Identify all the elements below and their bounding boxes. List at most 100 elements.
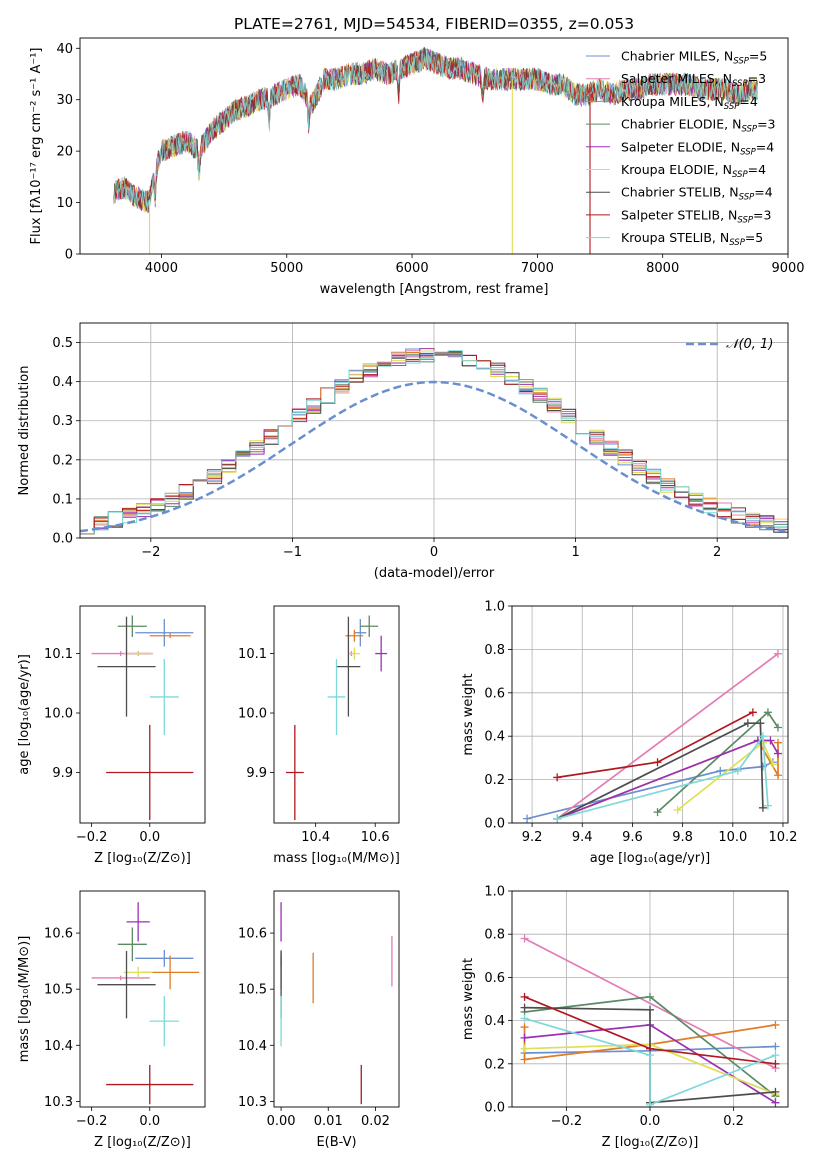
- weight-marker: [733, 766, 742, 775]
- y-tick-label: 10.6: [238, 927, 267, 942]
- histogram-kroupa-stelib: [80, 350, 788, 538]
- axes-7: 0.00 0.01 0.02 10.3 10.4 10.5 10.6 E(B-V): [238, 890, 400, 1150]
- weight-marker: [716, 766, 725, 775]
- weight-series-chabrier-stelib: [553, 719, 767, 823]
- weight-series-salpeter-stelib: [520, 992, 780, 1068]
- y-tick-label: 0.2: [52, 453, 73, 468]
- weight-marker: [771, 1042, 780, 1051]
- errorbar-chabrier-stelib: [336, 616, 361, 717]
- weight-marker: [758, 803, 767, 812]
- y-tick-label: 0.8: [484, 643, 505, 658]
- errorbar-chabrier-elodie: [117, 615, 147, 637]
- weight-line: [524, 937, 776, 1069]
- spectrum-kroupa-stelib: [113, 48, 758, 212]
- ticks: −2 −1 0 1 2 0.0 0.1 0.2 0.3 0.4 0.5: [52, 336, 721, 560]
- y-tick-label: 10.3: [44, 1095, 73, 1110]
- y-tick-label: 0.4: [52, 375, 73, 390]
- y-tick-label: 30: [56, 93, 73, 108]
- x-tick-label: 0.0: [139, 830, 160, 845]
- x-tick-label: 10.0: [718, 830, 747, 845]
- axes-1: 4000 5000 6000 7000 8000 9000 0 10 20 30 40 wavelen…: [29, 37, 805, 297]
- spectrum-title: PLATE=2761, MJD=54534, FIBERID=0355, z=0…: [234, 15, 634, 33]
- axes-frame: [511, 890, 789, 1108]
- x-tick-label: −0.2: [551, 1114, 583, 1129]
- ticks: −0.2 0.0 10.3 10.4 10.5 10.6: [44, 927, 160, 1129]
- x-tick-label: 9000: [771, 261, 804, 276]
- weight-marker: [553, 773, 562, 782]
- axes-2: −2 −1 0 1 2 0.0 0.1 0.2 0.3 0.4 0.5 (data-model)/er…: [17, 322, 789, 581]
- axes-3: −0.2 0.0 9.9 10.0 10.1 Z [log₁₀(Z/Z⊙)] age [lo…: [17, 605, 206, 866]
- y-tick-label: 10.6: [44, 927, 73, 942]
- x-tick-label: 6000: [396, 261, 429, 276]
- weight-line: [526, 761, 774, 820]
- y-tick-label: 10.5: [44, 983, 73, 998]
- weight-marker: [520, 1003, 529, 1012]
- weight-marker: [646, 1051, 654, 1060]
- y-tick-label: 10.4: [238, 1039, 267, 1054]
- weight-marker: [773, 723, 782, 732]
- x-tick-label: 10.4: [301, 830, 330, 845]
- y-tick-label: 10.1: [238, 647, 267, 662]
- y-tick-label: 0.6: [484, 971, 505, 986]
- errorbar-kroupa-stelib: [149, 658, 179, 736]
- weight-marker: [771, 1020, 780, 1029]
- y-tick-label: 0.5: [52, 336, 73, 351]
- x-tick-label: −0.2: [76, 830, 108, 845]
- x-axis-label: E(B-V): [316, 1135, 356, 1150]
- x-axis-label: mass [log₁₀(M/M⊙)]: [273, 851, 400, 866]
- x-tick-label: 0: [430, 545, 438, 560]
- y-tick-label: 10.4: [44, 1039, 73, 1054]
- x-tick-label: 0.01: [314, 1114, 343, 1129]
- y-axis-label: mass weight: [461, 958, 476, 1040]
- y-tick-label: 9.9: [246, 766, 267, 781]
- legend-label-kroupa-elodie: Kroupa ELODIE, NSSP=4: [621, 162, 766, 180]
- weight-line: [556, 722, 764, 820]
- weight-marker: [773, 771, 782, 780]
- x-axis-label: Z [log₁₀(Z/Z⊙)]: [602, 1135, 699, 1150]
- weight-marker: [523, 814, 532, 823]
- y-tick-label: 0.2: [484, 1057, 505, 1072]
- weight-marker: [646, 1005, 654, 1014]
- legend-label-salpeter-elodie: Salpeter ELODIE, NSSP=4: [621, 139, 774, 157]
- x-tick-label: −0.2: [76, 1114, 108, 1129]
- x-axis-label: (data-model)/error: [374, 566, 495, 581]
- x-axis-label: age [log₁₀(age/yr)]: [590, 851, 711, 866]
- weight-series-kroupa-stelib: [520, 1014, 780, 1107]
- weight-marker: [653, 758, 662, 767]
- legend-label-salpeter-miles: Salpeter MILES, NSSP=3: [621, 71, 766, 89]
- axes-frame: [79, 890, 206, 1108]
- weight-marker: [773, 749, 782, 758]
- plot-area: [523, 649, 782, 823]
- y-tick-label: 0.6: [484, 686, 505, 701]
- errorbar-chabrier-miles: [135, 949, 194, 967]
- weight-line: [524, 1017, 776, 1107]
- x-tick-label: 7000: [521, 261, 554, 276]
- x-tick-label: 8000: [646, 261, 679, 276]
- legend-label-kroupa-miles: Kroupa MILES, NSSP=4: [621, 94, 758, 112]
- normal-reference-curve: [80, 380, 788, 533]
- weight-line: [523, 1024, 776, 1061]
- weight-line: [556, 739, 779, 820]
- axes-5: 9.2 9.4 9.6 9.8 10.0 10.2 0.0 0.2 0.4 0.6 0.8 1.0 ag…: [461, 600, 797, 867]
- plot-area: [280, 902, 393, 1105]
- plot-area: [80, 348, 788, 538]
- errorbar-kroupa-elodie: [123, 651, 153, 656]
- errorbar-salpeter-elodie: [126, 902, 150, 942]
- weight-marker: [758, 732, 767, 741]
- errorbar-kroupa-miles: [149, 633, 191, 639]
- x-tick-label: 1: [571, 545, 579, 560]
- weight-marker: [520, 1055, 529, 1064]
- x-tick-label: 0.02: [361, 1114, 390, 1129]
- y-tick-label: 0.4: [484, 730, 505, 745]
- weight-marker: [763, 801, 772, 810]
- legend-label-chabrier-miles: Chabrier MILES, NSSP=5: [621, 49, 767, 67]
- x-tick-label: 10.2: [769, 830, 798, 845]
- weight-marker: [771, 1059, 780, 1068]
- axes-4: 10.4 10.6 9.9 10.0 10.1 mass [log₁₀(M/M⊙)]: [238, 605, 400, 866]
- axes-frame: [79, 322, 789, 539]
- x-tick-label: 4000: [145, 261, 178, 276]
- ticks: 9.2 9.4 9.6 9.8 10.0 10.2 0.0 0.2 0.4 0.6 0.8 1.0: [484, 600, 797, 846]
- errorbar-chabrier-miles: [135, 619, 194, 647]
- weight-marker: [771, 1098, 780, 1107]
- y-tick-label: 9.9: [52, 766, 73, 781]
